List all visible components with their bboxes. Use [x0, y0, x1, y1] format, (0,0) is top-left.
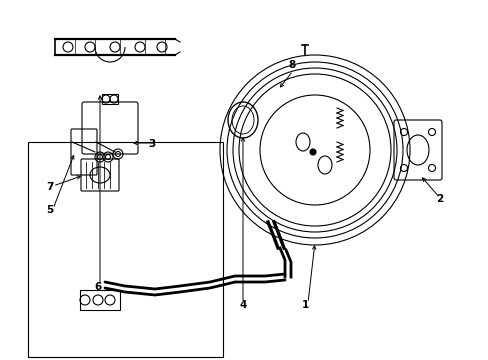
Bar	[80, 290, 120, 310]
Text: 8: 8	[288, 60, 295, 70]
Text: 7: 7	[46, 182, 54, 192]
Bar	[28, 142, 223, 357]
Text: 6: 6	[94, 282, 102, 292]
Text: 3: 3	[148, 139, 155, 149]
Bar	[102, 94, 118, 104]
Text: 5: 5	[46, 205, 54, 215]
Text: 4: 4	[239, 300, 246, 310]
Text: 2: 2	[435, 194, 443, 204]
Circle shape	[309, 149, 315, 155]
Text: 1: 1	[301, 300, 308, 310]
